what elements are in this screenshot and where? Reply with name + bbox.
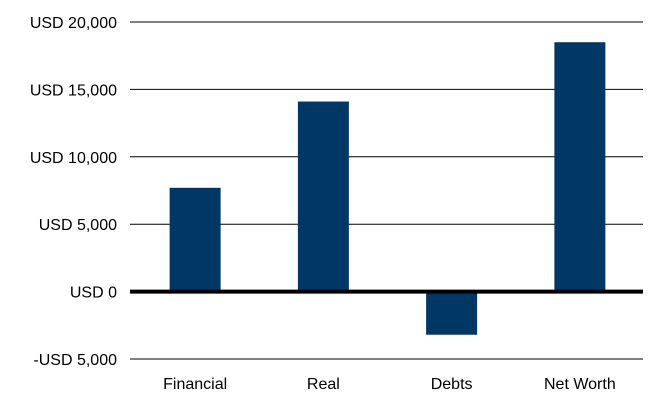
x-category-label: Debts [431, 376, 473, 393]
bars [169, 42, 606, 335]
bar-net-worth [554, 42, 606, 292]
y-tick-label: USD 10,000 [30, 150, 117, 167]
y-tick-label: USD 0 [70, 285, 117, 302]
bar-real [297, 101, 349, 292]
y-tick-label: -USD 5,000 [33, 352, 117, 369]
bar-financial [169, 187, 221, 292]
y-tick-label: USD 5,000 [39, 217, 117, 234]
y-axis-tick-labels: USD 20,000 USD 15,000 USD 10,000 USD 5,000 U… [30, 15, 117, 369]
x-category-label: Real [307, 376, 340, 393]
bar-debts [426, 291, 478, 335]
x-axis-category-labels: Financial Real Debts Net Worth [163, 376, 616, 393]
y-tick-label: USD 15,000 [30, 82, 117, 99]
y-tick-label: USD 20,000 [30, 15, 117, 32]
x-category-label: Net Worth [544, 376, 616, 393]
x-category-label: Financial [163, 376, 227, 393]
